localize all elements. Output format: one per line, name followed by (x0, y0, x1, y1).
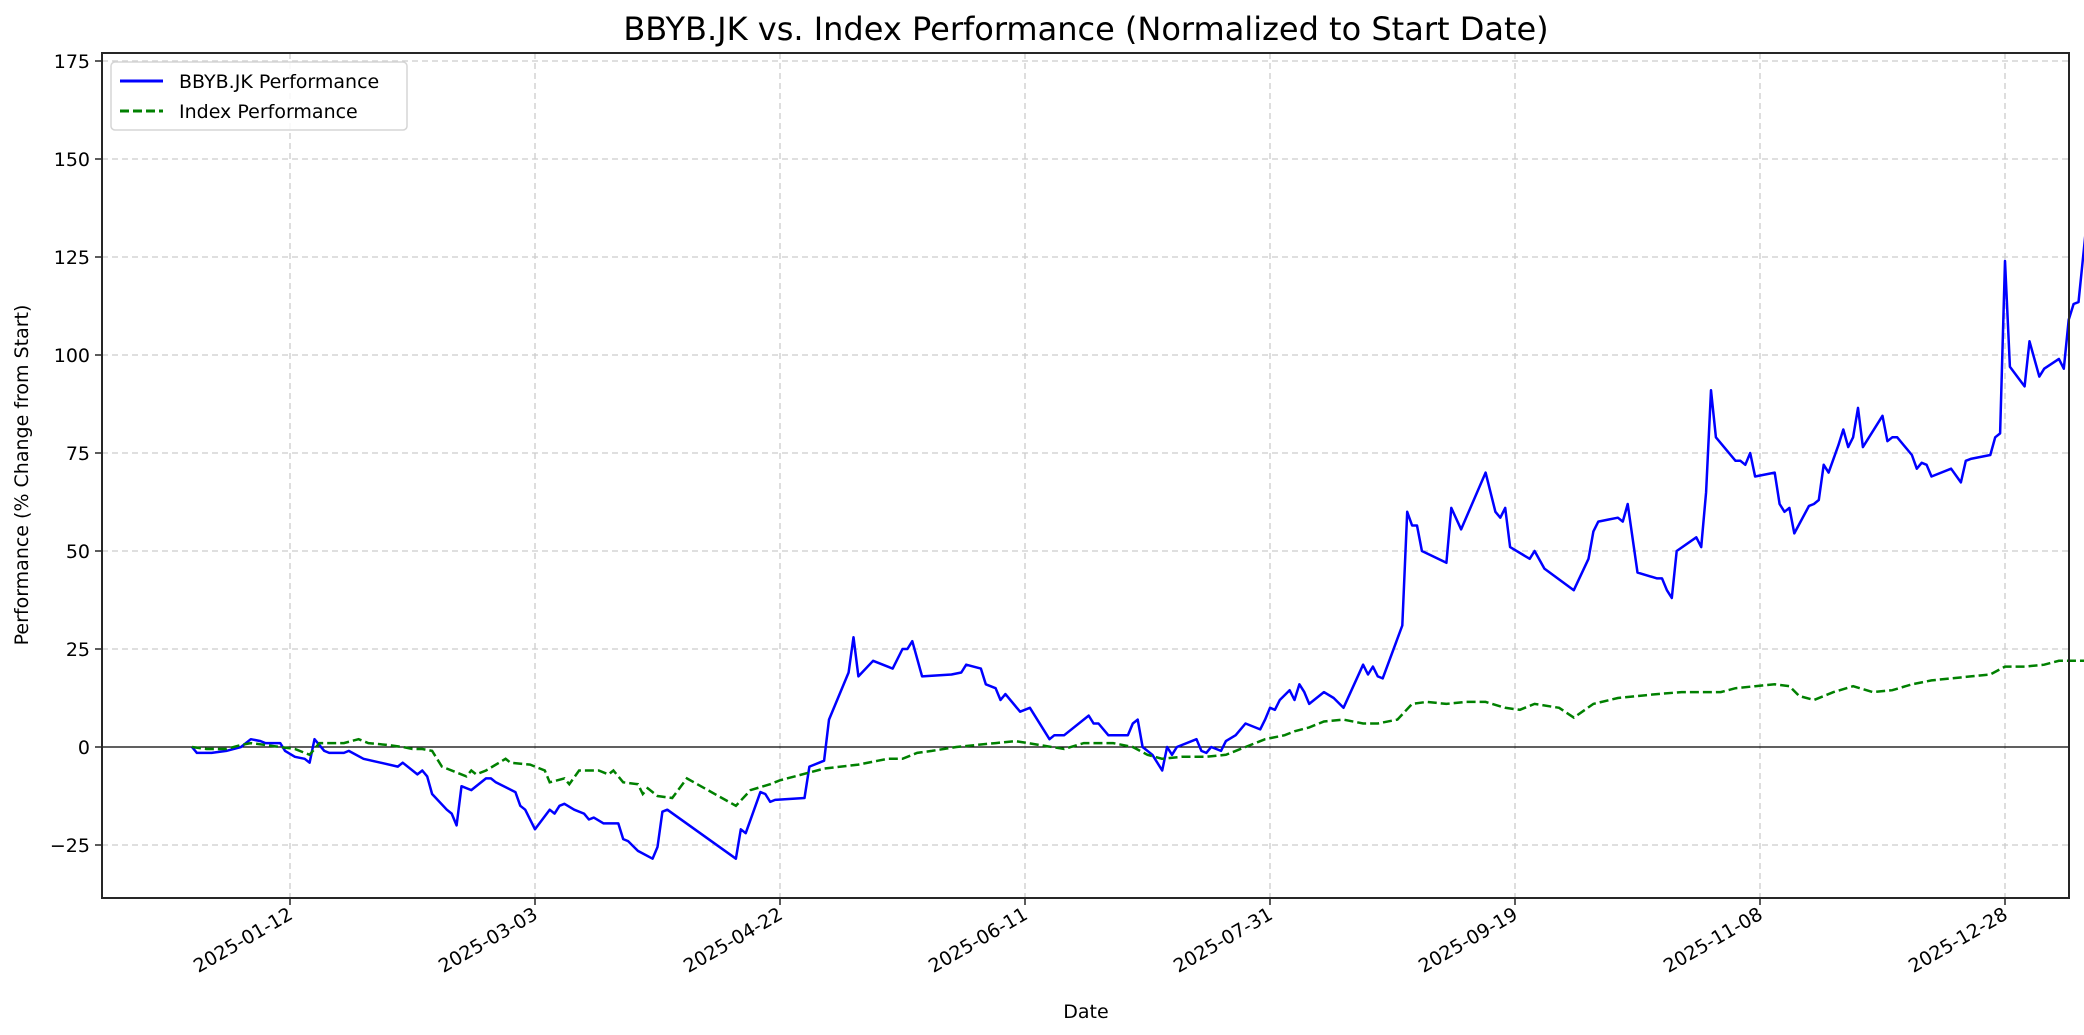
y-tick-label: 0 (78, 737, 90, 759)
grid-lines (102, 53, 2069, 898)
y-axis-label: Performance (% Change from Start) (11, 305, 33, 646)
y-tick-label: 25 (66, 639, 90, 661)
y-tick-label: 75 (66, 443, 90, 465)
x-tick-label: 2025-04-22 (680, 903, 787, 977)
chart-title: BBYB.JK vs. Index Performance (Normalize… (623, 10, 1548, 48)
y-axis-ticks: −25 0 25 50 75 100 125 150 175 (50, 51, 102, 857)
x-axis-label: Date (1063, 1001, 1108, 1023)
x-tick-label: 2025-07-31 (1170, 903, 1277, 977)
plot-frame (101, 52, 2070, 899)
line-index-performance (191, 659, 2084, 808)
legend-label-index: Index Performance (179, 101, 358, 123)
y-tick-label: 100 (54, 345, 90, 367)
x-tick-label: 2025-03-03 (435, 903, 542, 977)
legend: BBYB.JK Performance Index Performance (110, 61, 408, 131)
series-lines (191, 235, 2084, 860)
y-tick-label: 50 (66, 541, 90, 563)
legend-label-bbyb: BBYB.JK Performance (179, 71, 379, 93)
y-tick-label: 150 (54, 149, 90, 171)
legend-box (110, 61, 408, 131)
x-tick-label: 2025-01-12 (190, 903, 297, 977)
x-axis-ticks: 2025-01-12 2025-03-03 2025-04-22 2025-06-11… (190, 898, 2012, 978)
line-bbyb-performance (191, 235, 2084, 860)
y-tick-label: 175 (54, 51, 90, 73)
x-tick-label: 2025-11-08 (1660, 903, 1767, 977)
x-tick-label: 2025-06-11 (925, 903, 1032, 977)
y-tick-label: 125 (54, 247, 90, 269)
y-tick-label: −25 (50, 835, 90, 857)
x-tick-label: 2025-12-28 (1905, 903, 2012, 977)
x-tick-label: 2025-09-19 (1415, 903, 1522, 977)
